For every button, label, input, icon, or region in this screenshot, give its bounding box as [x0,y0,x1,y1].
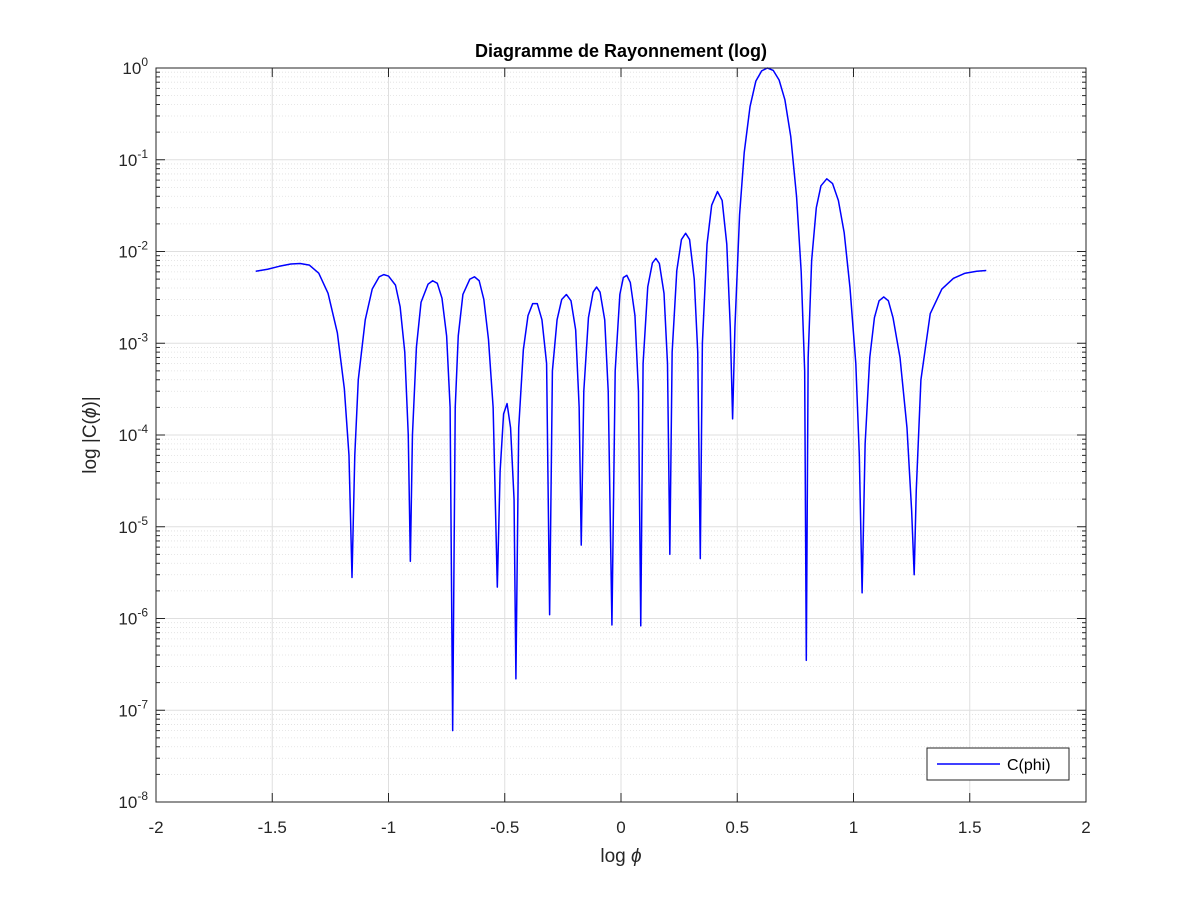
x-tick-label: 2 [1081,818,1090,837]
y-tick-label: 10-6 [118,606,148,629]
x-tick-label: -1.5 [258,818,287,837]
x-tick-label: 1.5 [958,818,982,837]
x-axis-label: log ϕ [600,846,641,867]
y-axis-label: log |C(ϕ)| [80,396,101,473]
x-tick-label: 1 [849,818,858,837]
tick-layer: -2 -1.5 -1 -0.5 0 0.5 1 1.5 2 10-8 10-7 10-6 10-5 10-… [118,55,1090,837]
x-tick-label: -1 [381,818,396,837]
y-axis-label-prefix: log |C( [80,417,101,473]
y-tick-label: 10-4 [118,422,148,445]
x-axis-label-text: log [600,846,631,867]
y-tick-label: 10-8 [118,789,148,812]
y-tick-label: 10-1 [118,147,148,170]
y-axis-label-symbol: ϕ [80,408,101,419]
y-tick-label: 10-5 [118,514,148,537]
x-axis-label-symbol: ϕ [631,846,642,867]
y-tick-label: 10-3 [118,330,148,353]
x-tick-label: 0.5 [725,818,749,837]
y-tick-label: 100 [122,55,148,78]
grid-layer [155,67,1087,803]
x-tick-label: 0 [616,818,625,837]
series-line-c-phi [255,67,987,732]
y-tick-label: 10-2 [118,239,148,262]
legend: C(phi) [926,747,1070,781]
x-tick-label: -2 [148,818,163,837]
legend-label: C(phi) [1007,757,1051,774]
chart-title: Diagramme de Rayonnement (log) [475,41,767,61]
y-axis-label-suffix: )| [80,396,101,407]
y-tick-label: 10-7 [118,697,148,720]
x-tick-label: -0.5 [490,818,519,837]
